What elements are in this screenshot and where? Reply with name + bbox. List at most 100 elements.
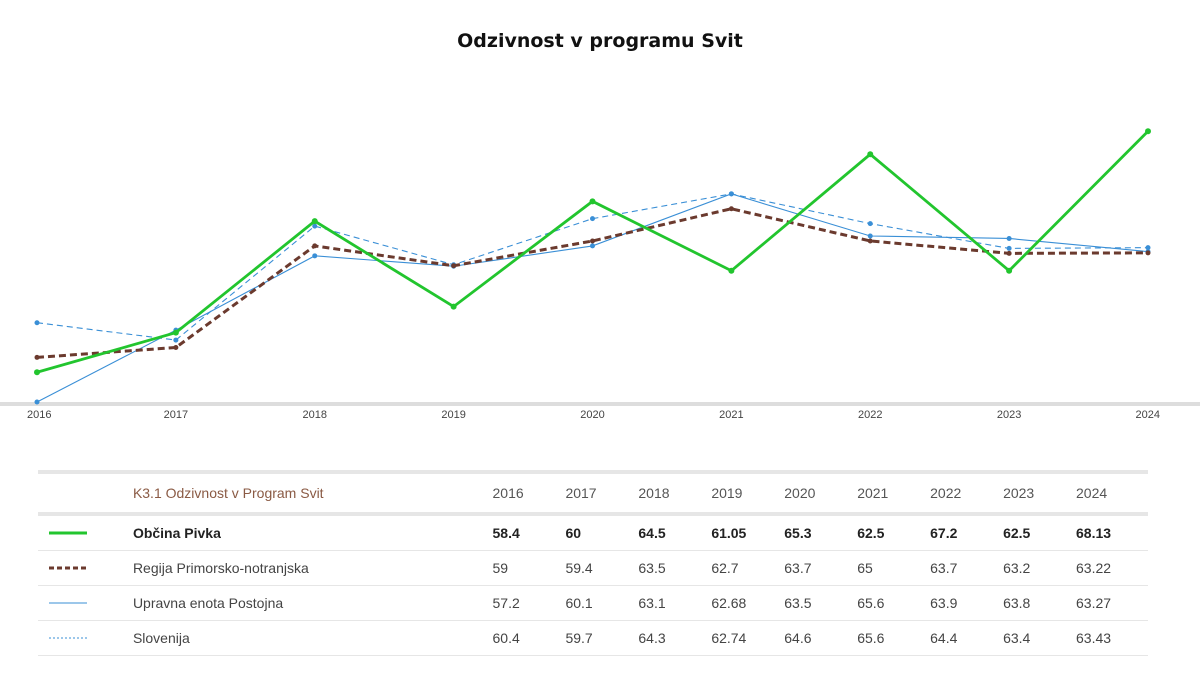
x-tick-label: 2016 — [27, 409, 51, 421]
table-cell-value: 63.2 — [1002, 550, 1075, 586]
data-point[interactable] — [34, 354, 40, 360]
chart-title: Odzivnost v programu Svit — [457, 30, 743, 52]
table-cell-value: 60.1 — [564, 585, 638, 621]
data-point[interactable] — [728, 267, 735, 274]
table-year-header: 2019 — [710, 470, 784, 516]
table-cell-value: 63.22 — [1075, 550, 1148, 586]
table-cell-value: 62.74 — [710, 620, 784, 656]
table-cell-value: 65 — [856, 550, 930, 586]
table-cell-value: 62.68 — [710, 585, 784, 621]
data-point[interactable] — [34, 320, 40, 326]
table-cell-value: 59.4 — [564, 550, 638, 586]
data-point[interactable] — [728, 191, 734, 197]
table-cell-value: 61.05 — [710, 514, 784, 551]
table-cell-value: 65.3 — [783, 514, 857, 551]
data-point[interactable] — [589, 198, 596, 205]
legend-swatch — [49, 602, 87, 604]
table-cell-value: 62.5 — [1002, 514, 1075, 551]
data-point[interactable] — [1006, 250, 1012, 256]
table-year-header: 2023 — [1002, 470, 1075, 516]
series-line — [36, 193, 1149, 341]
data-point[interactable] — [312, 243, 318, 249]
table-cell-value: 64.4 — [929, 620, 1003, 656]
x-tick-label: 2021 — [719, 409, 743, 421]
data-point[interactable] — [450, 303, 457, 310]
table-header-row: K3.1 Odzivnost v Program Svit 2016 2017 20… — [38, 470, 1148, 516]
table-cell-value: 63.27 — [1075, 585, 1148, 621]
header-swatch-cell — [38, 470, 132, 516]
data-point[interactable] — [312, 223, 318, 229]
x-tick-label: 2017 — [164, 409, 188, 421]
series-line — [36, 193, 1149, 403]
legend-swatch-cell — [38, 550, 132, 586]
legend-swatch — [49, 637, 87, 639]
table-cell-value: 68.13 — [1075, 514, 1148, 551]
table-cell-value: 63.7 — [929, 550, 1003, 586]
x-tick-label: 2024 — [1136, 409, 1160, 421]
table-cell-value: 63.5 — [783, 585, 857, 621]
data-point[interactable] — [867, 233, 873, 239]
data-point[interactable] — [590, 238, 595, 244]
legend-swatch — [49, 566, 87, 570]
series-line — [36, 130, 1149, 374]
table-cell-value: 63.8 — [1002, 585, 1075, 621]
data-point[interactable] — [867, 238, 873, 244]
data-point[interactable] — [172, 329, 179, 336]
data-point[interactable] — [1145, 245, 1151, 251]
data-point[interactable] — [451, 263, 457, 269]
table-cell-value: 64.5 — [637, 514, 711, 551]
table-cell-value: 65.6 — [856, 620, 930, 656]
table-row: Regija Primorsko-notranjska 59 59.4 63.5 62.… — [38, 550, 1148, 586]
table-row: Slovenija 60.4 59.7 64.3 62.74 64.6 65.6 64.4 63… — [38, 620, 1148, 656]
table-cell-value: 63.43 — [1075, 620, 1148, 656]
table-year-header: 2017 — [564, 470, 638, 516]
table-year-header: 2022 — [929, 470, 1003, 516]
data-point[interactable] — [867, 221, 873, 227]
table-cell-value: 64.3 — [637, 620, 711, 656]
table-cell-value: 63.7 — [783, 550, 857, 586]
data-point[interactable] — [173, 337, 179, 343]
table-cell-value: 65.6 — [856, 585, 930, 621]
table-cell-value: 60.4 — [491, 620, 565, 656]
x-tick-label: 2020 — [580, 409, 604, 421]
data-point[interactable] — [1006, 235, 1012, 241]
table-body: Občina Pivka 58.4 60 64.5 61.05 65.3 62.5 67.2 6… — [38, 514, 1148, 656]
legend-swatch-cell — [38, 514, 132, 551]
table-year-header: 2020 — [783, 470, 857, 516]
table-year-header: 2024 — [1075, 470, 1148, 516]
table-caption: K3.1 Odzivnost v Program Svit — [131, 470, 492, 516]
series-name: Občina Pivka — [131, 514, 492, 551]
line-chart: 2016 2017 2018 2019 2020 2021 2022 2023 2024 — [0, 128, 1200, 421]
table-cell-value: 62.7 — [710, 550, 784, 586]
data-point[interactable] — [1145, 128, 1151, 135]
data-table: K3.1 Odzivnost v Program Svit 2016 2017 20… — [38, 470, 1148, 656]
data-point[interactable] — [590, 243, 595, 249]
data-point[interactable] — [34, 399, 40, 405]
table-cell-value: 63.5 — [637, 550, 711, 586]
table-cell-value: 67.2 — [929, 514, 1003, 551]
data-point[interactable] — [867, 151, 874, 158]
table-cell-value: 59 — [491, 550, 565, 586]
data-point[interactable] — [590, 216, 595, 222]
data-point[interactable] — [1145, 250, 1151, 256]
data-point[interactable] — [311, 218, 318, 225]
legend-swatch-cell — [38, 620, 132, 656]
series-name: Upravna enota Postojna — [131, 585, 492, 621]
series-line — [36, 207, 1149, 359]
series-name: Slovenija — [131, 620, 492, 656]
x-tick-label: 2022 — [858, 409, 882, 421]
table-year-header: 2018 — [637, 470, 711, 516]
data-point[interactable] — [312, 253, 318, 259]
table-cell-value: 63.4 — [1002, 620, 1075, 656]
table-cell-value: 57.2 — [491, 585, 565, 621]
table-row: Upravna enota Postojna 57.2 60.1 63.1 62.68 6… — [38, 585, 1148, 621]
data-point[interactable] — [34, 369, 40, 376]
series-name: Regija Primorsko-notranjska — [131, 550, 492, 586]
data-point[interactable] — [1006, 245, 1012, 251]
table-cell-value: 62.5 — [856, 514, 930, 551]
data-point[interactable] — [173, 344, 179, 350]
legend-swatch-cell — [38, 585, 132, 621]
data-point[interactable] — [728, 206, 734, 212]
data-point[interactable] — [1006, 267, 1013, 274]
table-row: Občina Pivka 58.4 60 64.5 61.05 65.3 62.5 67.2 6… — [38, 514, 1148, 551]
